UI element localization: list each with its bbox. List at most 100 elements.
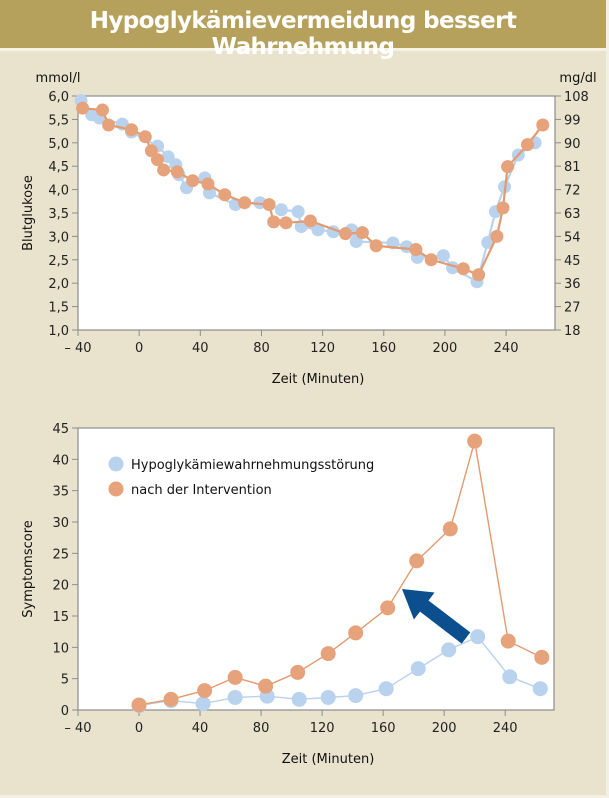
data-point <box>380 600 396 616</box>
data-point <box>76 101 90 115</box>
y-tick-label: 1,0 <box>48 324 69 339</box>
data-point <box>151 153 164 167</box>
x-tick-label: 40 <box>192 341 209 356</box>
legend-label-blue: Hypoglykämiewahrnehmungsstörung <box>131 458 374 473</box>
data-point <box>320 646 336 662</box>
y2-tick-label: 108 <box>564 90 589 105</box>
y-axis: 45 40 35 30 25 20 15 10 5 0 <box>52 422 78 719</box>
data-point <box>195 696 211 712</box>
y2-tick-label: 18 <box>564 324 581 339</box>
data-point <box>138 130 152 144</box>
y2-tick-label: 90 <box>564 137 581 152</box>
y-tick-label: 3,5 <box>48 207 69 222</box>
x-tick-label: 80 <box>253 721 270 736</box>
y-tick-label: 5,5 <box>48 113 69 128</box>
data-point <box>157 163 171 177</box>
y-tick-label: 15 <box>52 610 69 625</box>
y2-tick-label: 36 <box>564 277 581 292</box>
y-tick-label: 45 <box>52 422 69 437</box>
y-tick-label: 35 <box>52 485 69 500</box>
y-tick-label: 3,0 <box>48 230 69 245</box>
data-point <box>186 174 200 188</box>
data-point <box>311 223 325 237</box>
y-tick-label: 4,5 <box>48 160 69 175</box>
data-point <box>410 661 426 677</box>
x-tick-label: 200 <box>433 341 458 356</box>
legend-marker-blue <box>108 456 124 472</box>
y2-tick-label: 45 <box>564 254 581 269</box>
data-point <box>490 229 504 243</box>
x-tick-label: 80 <box>253 341 270 356</box>
x-axis: – 40 0 40 80 120 160 200 240 <box>64 710 518 736</box>
y-unit-right: mg/dl <box>559 71 596 86</box>
plot-area <box>77 95 556 331</box>
data-point <box>279 216 293 230</box>
data-point <box>348 688 364 704</box>
data-point <box>238 196 252 210</box>
x-tick-label: 240 <box>494 341 519 356</box>
data-point <box>320 689 336 705</box>
data-point <box>409 553 425 569</box>
data-point <box>467 433 483 449</box>
y-tick-label: 4,0 <box>48 184 69 199</box>
data-point <box>227 669 243 685</box>
x-tick-label: 40 <box>192 721 209 736</box>
y-tick-label: 25 <box>52 547 69 562</box>
arrow-annotation <box>402 589 471 644</box>
y2-tick-label: 99 <box>564 113 581 128</box>
data-point <box>102 118 116 132</box>
series-orange <box>76 101 550 282</box>
x-tick-label: 240 <box>493 721 518 736</box>
x-tick-label: 200 <box>432 721 457 736</box>
x-tick-label: 160 <box>371 341 396 356</box>
y-tick-label: 40 <box>52 453 69 468</box>
data-point <box>291 691 307 707</box>
data-point <box>355 226 369 240</box>
header-band: Hypoglykämievermeidung bessert Wahrnehmu… <box>0 0 606 60</box>
y-tick-label: 0 <box>61 704 69 719</box>
data-point <box>520 138 534 152</box>
y2-tick-label: 72 <box>564 184 581 199</box>
data-point <box>501 160 515 174</box>
data-point <box>262 198 276 212</box>
y-tick-label: 2,5 <box>48 254 69 269</box>
y-tick-label: 6,0 <box>48 90 69 105</box>
y2-tick-label: 27 <box>564 301 581 316</box>
data-point <box>534 649 550 665</box>
data-point <box>369 239 383 253</box>
x-tick-label: – 40 <box>64 341 91 356</box>
data-point <box>95 103 109 117</box>
symptom-score-chart: 45 40 35 30 25 20 15 10 5 0 – 40 0 40 80 120 160 200 240… <box>21 422 555 767</box>
x-tick-label: 0 <box>135 341 143 356</box>
data-point <box>339 227 353 241</box>
data-point <box>456 262 470 276</box>
x-axis: – 40 0 40 80 120 160 200 240 <box>64 330 518 356</box>
x-axis-title: Zeit (Minuten) <box>272 372 365 387</box>
page-title: Hypoglykämievermeidung bessert Wahrnehmu… <box>89 8 517 60</box>
data-point <box>131 697 147 713</box>
y-tick-label: 5 <box>61 673 69 688</box>
plot-area <box>77 427 555 711</box>
y-tick-label: 10 <box>52 641 69 656</box>
data-point <box>303 214 317 228</box>
y-tick-label: 1,5 <box>48 301 69 316</box>
series-orange <box>131 433 550 713</box>
series-layer <box>131 433 550 714</box>
data-point <box>197 683 213 699</box>
y-axis-title: Symptomscore <box>21 520 36 618</box>
data-point <box>500 633 516 649</box>
data-point <box>125 123 139 137</box>
x-tick-label: 0 <box>135 721 143 736</box>
y-tick-label: 5,0 <box>48 137 69 152</box>
data-point <box>470 629 486 645</box>
y-axis-right: 108 99 90 81 72 63 54 45 36 27 18 <box>555 90 589 339</box>
data-point <box>441 642 457 658</box>
data-point <box>348 625 364 641</box>
blood-glucose-chart: 6,0 5,5 5,0 4,5 4,0 3,5 3,0 2,5 2,0 1,5 1,0 108 99 9… <box>21 71 597 387</box>
legend: Hypoglykämiewahrnehmungsstörung nach der… <box>108 456 374 498</box>
x-axis-title: Zeit (Minuten) <box>282 752 375 767</box>
y-tick-label: 30 <box>52 516 69 531</box>
data-point <box>290 664 306 680</box>
legend-label-orange: nach der Intervention <box>131 483 272 498</box>
